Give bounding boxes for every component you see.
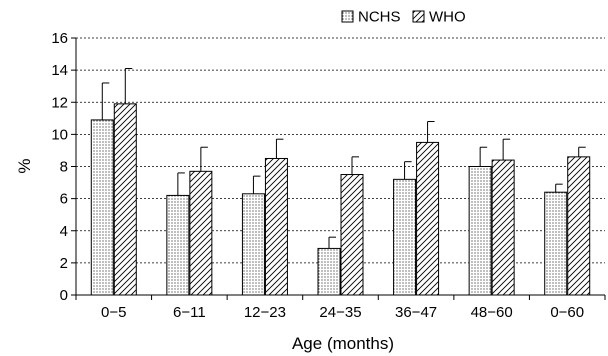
bar-who [567,156,591,296]
legend-label-who: WHO [429,9,466,26]
x-tick-label: 48−60 [471,304,513,321]
legend-label-nchs: NCHS [358,9,401,26]
bar-nchs [241,193,265,296]
y-tick-label: 4 [60,223,68,240]
y-tick-label: 6 [60,191,68,208]
y-tick-label: 14 [51,62,68,79]
bar-nchs [468,166,492,296]
bar-nchs [166,194,190,296]
legend-swatch-who [412,10,425,23]
y-tick-label: 0 [60,287,68,304]
x-tick-label: 0−5 [101,304,126,321]
y-tick-label: 8 [60,159,68,176]
bar-who [189,170,213,296]
legend-swatch-nchs [341,10,354,23]
bars [90,68,591,296]
x-tick-label: 6−11 [173,304,206,321]
x-axis-label: Age (months) [292,334,394,353]
y-tick-label: 10 [51,126,68,143]
bar-who [113,103,137,296]
bar-nchs [544,191,568,296]
x-tick-label: 0−60 [550,304,584,321]
y-axis-label: % [15,158,34,173]
bar-who [264,157,288,296]
bar-nchs [393,178,417,296]
bar-nchs [317,247,341,296]
axes: 0 2 4 6 8 10 12 14 16 0−5 6−11 12−23 24−35 36−47 48−60… [51,30,606,321]
bar-nchs [90,119,114,296]
bar-who [340,174,364,296]
x-tick-label: 12−23 [244,304,286,321]
x-tick-label: 36−47 [395,304,437,321]
x-tick-label: 24−35 [319,304,361,321]
y-tick-label: 2 [60,255,68,272]
y-tick-label: 12 [51,94,68,111]
bar-who [416,141,440,296]
legend: NCHS WHO [341,9,466,26]
y-tick-label: 16 [51,30,68,47]
bar-who [491,159,515,296]
